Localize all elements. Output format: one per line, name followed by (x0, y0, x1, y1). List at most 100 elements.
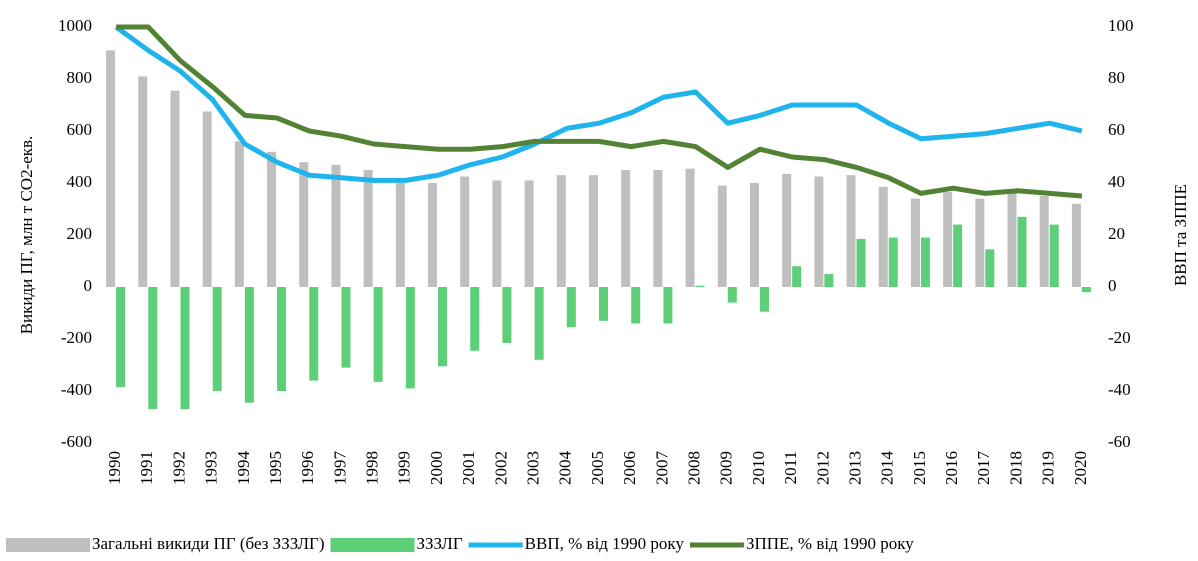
y-tick-label: 400 (67, 172, 93, 191)
x-tick-label: 2019 (1039, 451, 1058, 485)
bar (759, 287, 769, 312)
bar (695, 285, 705, 287)
bar (212, 287, 222, 391)
bar (663, 287, 673, 324)
y2-axis-label: ВВП та ЗППЕ (1171, 184, 1190, 286)
bar (814, 176, 824, 287)
bar (470, 287, 480, 351)
bar (331, 164, 341, 287)
bar (1081, 287, 1091, 293)
x-tick-label: 2007 (652, 451, 671, 486)
x-tick-label: 2011 (781, 451, 800, 484)
x-tick-label: 1997 (330, 451, 349, 486)
bar (910, 198, 920, 287)
bar (792, 266, 802, 287)
bar (589, 175, 598, 287)
bar (566, 287, 576, 328)
bar (717, 185, 727, 287)
x-tick-label: 1992 (169, 451, 188, 485)
bar (824, 274, 834, 287)
x-tick-label: 1993 (202, 451, 221, 485)
legend-label: Загальні викиди ПГ (без ЗЗЗЛГ) (92, 534, 325, 553)
bar (524, 180, 534, 287)
bar (782, 173, 792, 287)
x-tick-label: 2005 (588, 451, 607, 485)
y-tick-label: -200 (61, 328, 92, 347)
bar (460, 176, 470, 287)
x-tick-label: 1994 (234, 451, 253, 486)
bar (267, 151, 277, 287)
x-tick-label: 2014 (878, 451, 897, 486)
legend-label: ЗППЕ, % від 1990 року (746, 534, 914, 553)
x-tick-label: 1999 (395, 451, 414, 485)
bar (534, 287, 544, 360)
bar (373, 287, 383, 382)
x-tick-label: 2004 (556, 451, 575, 486)
bar (341, 287, 351, 368)
x-tick-label: 2009 (717, 451, 736, 485)
bar (888, 237, 898, 287)
bar (749, 183, 759, 287)
bar (492, 180, 502, 287)
line (114, 24, 1083, 183)
bar (653, 170, 663, 287)
y2-tick-label: -20 (1108, 328, 1131, 347)
x-tick-label: 2002 (491, 451, 510, 485)
bar (985, 249, 995, 287)
bar (502, 287, 512, 343)
bar (1071, 203, 1081, 287)
y2-tick-label: 0 (1108, 276, 1117, 295)
bar (244, 287, 254, 403)
y2-tick-label: 60 (1108, 120, 1125, 139)
y-tick-label: 200 (67, 224, 93, 243)
legend-label: ЗЗЗЛГ (417, 534, 463, 553)
bar (621, 170, 631, 287)
bar (943, 192, 953, 287)
bar (599, 287, 608, 321)
bar (856, 238, 866, 287)
y2-tick-label: 40 (1108, 172, 1125, 191)
x-tick-label: 2020 (1071, 451, 1090, 485)
bar (428, 183, 438, 287)
y-tick-label: 1000 (58, 16, 92, 35)
x-tick-label: 1990 (105, 451, 124, 485)
bar (1049, 224, 1059, 287)
x-tick-label: 2012 (813, 451, 832, 485)
y2-tick-label: -40 (1108, 380, 1131, 399)
bar (1017, 216, 1027, 287)
bar (631, 287, 641, 324)
bar (116, 287, 126, 388)
x-tick-label: 2018 (1006, 451, 1025, 485)
y-tick-label: -400 (61, 380, 92, 399)
x-tick-label: 1995 (266, 451, 285, 485)
y-tick-label: 600 (67, 120, 93, 139)
x-tick-label: 2001 (459, 451, 478, 485)
bar (106, 50, 116, 288)
y2-tick-label: -60 (1108, 432, 1131, 451)
bar (1039, 196, 1049, 287)
y-axis-label: Викиди ПГ, млн т СО2-екв. (17, 136, 36, 335)
bar (556, 175, 566, 287)
legend-label: ВВП, % від 1990 року (525, 534, 685, 553)
bar (395, 183, 405, 287)
bar (953, 224, 963, 287)
bar (138, 76, 148, 288)
x-tick-label: 2003 (524, 451, 543, 485)
bar (405, 287, 415, 389)
x-tick-label: 2015 (910, 451, 929, 485)
x-tick-label: 2013 (845, 451, 864, 485)
bar (180, 287, 190, 410)
legend-swatch (6, 538, 90, 552)
bar (727, 287, 737, 303)
x-tick-label: 2010 (749, 451, 768, 485)
bar (685, 168, 695, 287)
bar (299, 162, 309, 287)
x-tick-label: 2000 (427, 451, 446, 485)
y-tick-label: 800 (67, 68, 93, 87)
x-tick-label: 1998 (363, 451, 382, 485)
y-tick-label: 0 (84, 276, 93, 295)
bar (277, 287, 287, 391)
bar (202, 111, 212, 287)
y2-tick-label: 20 (1108, 224, 1125, 243)
